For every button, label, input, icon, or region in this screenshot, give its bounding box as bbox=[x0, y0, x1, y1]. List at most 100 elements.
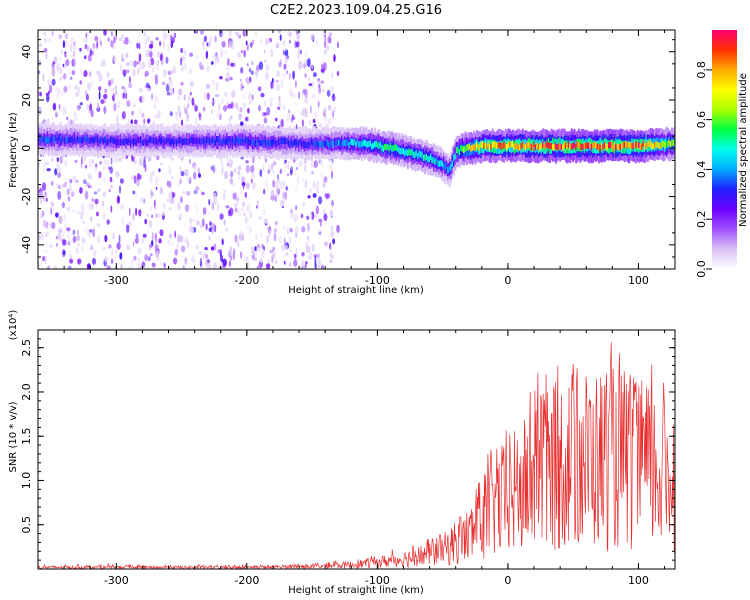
spectrogram-noise-cell bbox=[215, 52, 218, 57]
spectrogram-noise-cell bbox=[300, 112, 303, 116]
spectrogram-noise-cell bbox=[74, 117, 78, 121]
spectrogram-noise bbox=[38, 30, 340, 269]
spectrogram-ridge-cell bbox=[229, 136, 231, 143]
spectrogram-ridge-cell bbox=[65, 135, 68, 142]
spectrogram-ridge-cell bbox=[343, 139, 346, 146]
spectrogram-ridge-cell bbox=[134, 138, 137, 145]
spectrogram-noise-cell bbox=[149, 174, 153, 184]
spectrogram-ridge-cell bbox=[231, 136, 234, 150]
spectrogram-noise-cell bbox=[65, 206, 68, 211]
spectrogram-noise-cell bbox=[240, 50, 244, 54]
spectrogram-noise-cell bbox=[310, 160, 314, 169]
spectrogram-noise-cell bbox=[272, 161, 277, 166]
spectrogram-noise-cell bbox=[287, 30, 292, 37]
spectrogram-noise-cell bbox=[254, 70, 259, 76]
spectrogram-ridge-cell bbox=[491, 142, 494, 149]
spectrogram-ridge-cell bbox=[527, 141, 530, 148]
spectrogram-noise-cell bbox=[45, 221, 49, 229]
spectrogram-noise-cell bbox=[250, 178, 253, 184]
spectrogram-ridge-cell bbox=[99, 137, 102, 144]
spectrogram-noise-cell bbox=[58, 57, 63, 60]
spectrogram-ridge-cell bbox=[300, 140, 303, 147]
spectrogram-ridge-cell bbox=[154, 138, 157, 145]
spectrogram-ridge-cell bbox=[206, 136, 208, 143]
spectrogram-noise-cell bbox=[238, 34, 242, 39]
spectrogram-noise-cell bbox=[87, 203, 91, 210]
spectrogram-ridge-cell bbox=[635, 141, 638, 148]
spectrogram-ridge-cell bbox=[546, 141, 549, 148]
spectrogram-noise-cell bbox=[230, 115, 233, 120]
spectrogram-noise-cell bbox=[153, 103, 157, 109]
spectrogram-ridge-cell bbox=[283, 137, 286, 145]
spectrogram-noise-cell bbox=[227, 162, 229, 167]
spectrogram-noise-cell bbox=[149, 194, 153, 199]
spectrogram-noise-cell bbox=[39, 91, 42, 97]
spectrogram-ridge-cell bbox=[628, 141, 631, 148]
spectrogram-noise-cell bbox=[248, 68, 252, 73]
spectrogram-noise-cell bbox=[40, 199, 42, 205]
spectrogram-ridge-cell bbox=[138, 137, 141, 144]
spectrogram-ridge-cell bbox=[147, 139, 150, 147]
spectrogram-ridge-cell bbox=[401, 148, 404, 155]
spectrogram-ridge-cell bbox=[395, 145, 398, 158]
spectrogram-noise-cell bbox=[90, 109, 94, 118]
spectrogram-noise-cell bbox=[118, 234, 121, 244]
spectrogram-noise-cell bbox=[301, 119, 305, 127]
spectrogram-noise-cell bbox=[304, 73, 307, 78]
spectrogram-noise-cell bbox=[79, 102, 83, 106]
spectrogram-noise-cell bbox=[308, 77, 310, 82]
spectrogram-noise-cell bbox=[184, 222, 187, 226]
spectrogram-noise-cell bbox=[121, 216, 124, 225]
spectrogram-noise-cell bbox=[290, 166, 294, 174]
snr-panel: -300 -200 -100 0 100 0.5 1.0 1.5 2.0 2.5 Height … bbox=[8, 310, 676, 596]
spectrogram-ridge-cell bbox=[50, 135, 53, 142]
spectrogram-noise-cell bbox=[313, 254, 318, 258]
spectrogram-noise-cell bbox=[312, 72, 317, 78]
spectrogram-ridge-cell bbox=[117, 138, 119, 145]
spectrogram-noise-cell bbox=[74, 179, 79, 184]
spectrogram-ridge-cell bbox=[646, 142, 649, 150]
spectrogram-ridge-cell bbox=[332, 141, 335, 148]
spectrogram-noise-cell bbox=[185, 118, 190, 122]
spectrogram-noise-cell bbox=[286, 70, 289, 75]
spectrogram-noise-cell bbox=[187, 103, 190, 109]
spectrogram-noise-cell bbox=[273, 233, 277, 242]
spectrogram-noise-cell bbox=[156, 62, 159, 72]
spectrogram-noise-cell bbox=[329, 259, 333, 264]
spectrogram-ridge-cell bbox=[569, 143, 572, 150]
spectrogram-noise-cell bbox=[265, 263, 271, 269]
spectrogram-ridge-cell bbox=[188, 137, 191, 145]
spectrogram-noise-cell bbox=[240, 207, 245, 212]
spectrogram-noise-cell bbox=[174, 230, 177, 239]
spectrogram-noise-cell bbox=[211, 228, 214, 235]
spectrogram-ridge-cell bbox=[231, 136, 234, 143]
y-tick-label: 0.5 bbox=[20, 516, 33, 534]
spectrogram-noise-cell bbox=[202, 40, 205, 47]
spectrogram-noise-cell bbox=[322, 183, 326, 188]
spectrogram-noise-cell bbox=[148, 44, 153, 49]
spectrogram-ridge-cell bbox=[529, 142, 532, 149]
spectrogram-ridge-cell bbox=[214, 133, 217, 146]
spectrogram-noise-cell bbox=[97, 37, 102, 42]
spectrogram-noise-cell bbox=[126, 100, 131, 107]
spectrogram-ridge-cell bbox=[194, 137, 197, 144]
spectrogram-noise-cell bbox=[274, 180, 279, 190]
spectrogram-ridge-cell bbox=[285, 138, 287, 145]
spectrogram-noise-cell bbox=[221, 40, 226, 48]
spectrogram-noise-cell bbox=[188, 93, 192, 101]
spectrogram-ridge-cell bbox=[539, 144, 542, 151]
spectrogram-noise-cell bbox=[111, 231, 115, 240]
spectrogram-noise-cell bbox=[228, 260, 232, 268]
spectrogram-ridge-cell bbox=[428, 156, 431, 163]
spectrogram-noise-cell bbox=[122, 58, 125, 62]
spectrogram-noise-cell bbox=[239, 107, 243, 113]
spectrogram-noise-cell bbox=[121, 111, 126, 120]
spectrogram-noise-cell bbox=[265, 38, 268, 46]
spectrogram-noise-cell bbox=[279, 180, 284, 190]
spectrogram-noise-cell bbox=[271, 254, 274, 264]
spectrogram-noise-cell bbox=[312, 181, 317, 189]
spectrogram-noise-cell bbox=[80, 203, 85, 212]
spectrogram-noise-cell bbox=[311, 170, 314, 175]
spectrogram-ridge-cell bbox=[556, 144, 559, 151]
spectrogram-noise-cell bbox=[51, 181, 54, 186]
